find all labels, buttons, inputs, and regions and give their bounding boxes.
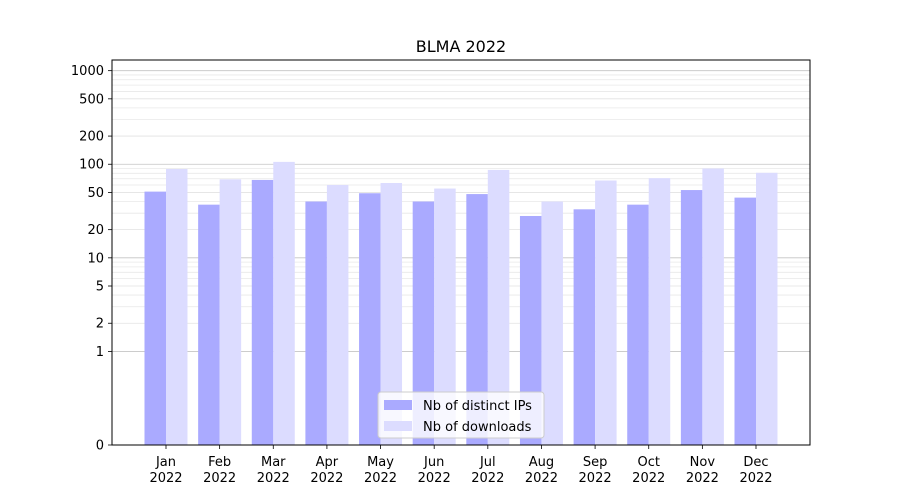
x-tick-label-month: Mar: [261, 455, 286, 470]
x-tick-label-month: Apr: [316, 455, 339, 470]
x-tick-label-month: Jul: [479, 455, 496, 470]
y-tick-label: 0: [96, 439, 104, 454]
bar-downloads: [595, 180, 617, 446]
bars: [144, 161, 778, 446]
y-tick-label: 1: [96, 345, 104, 360]
bar-distinct-ips: [251, 179, 274, 445]
x-axis: Jan2022Feb2022Mar2022Apr2022May2022Jun20…: [149, 445, 773, 486]
legend-swatch: [384, 421, 412, 431]
bar-distinct-ips: [144, 191, 166, 445]
chart-title: BLMA 2022: [416, 37, 506, 56]
x-tick-label-year: 2022: [632, 471, 665, 486]
legend-box: [377, 391, 545, 439]
x-tick-label-month: Aug: [529, 455, 554, 470]
bar-distinct-ips: [573, 209, 596, 445]
y-tick-label: 1000: [71, 64, 104, 79]
bar-downloads: [541, 201, 563, 445]
x-tick-label-month: Jan: [155, 455, 176, 470]
legend-label: Nb of distinct IPs: [423, 399, 532, 414]
bar-distinct-ips: [680, 190, 703, 445]
bar-downloads: [326, 185, 349, 445]
y-tick-label: 100: [79, 158, 104, 173]
bar-distinct-ips: [466, 194, 488, 445]
bar-downloads: [219, 179, 242, 445]
x-tick-label-year: 2022: [525, 471, 558, 486]
x-tick-label-month: May: [367, 455, 394, 470]
bar-distinct-ips: [198, 204, 220, 445]
x-tick-label-year: 2022: [739, 471, 772, 486]
bar-downloads: [380, 183, 403, 446]
x-tick-label-month: Nov: [690, 455, 716, 470]
x-tick-label-year: 2022: [310, 471, 343, 486]
y-tick-label: 20: [87, 223, 104, 238]
y-tick-label: 500: [79, 92, 104, 107]
bar-distinct-ips: [359, 193, 381, 445]
y-tick-label: 5: [96, 280, 104, 295]
x-tick-label-month: Jun: [423, 455, 444, 470]
bar-distinct-ips: [627, 204, 649, 445]
bar-distinct-ips: [412, 201, 435, 445]
x-tick-label-year: 2022: [418, 471, 451, 486]
x-tick-label-year: 2022: [149, 471, 182, 486]
bar-distinct-ips: [734, 197, 756, 445]
x-tick-label-year: 2022: [364, 471, 397, 486]
bar-downloads: [756, 172, 778, 445]
bar-distinct-ips: [519, 215, 542, 445]
y-tick-label: 200: [79, 130, 104, 145]
y-tick-label: 50: [87, 186, 104, 201]
plot-frame: [111, 59, 811, 446]
bar-downloads: [434, 188, 456, 445]
x-tick-label-month: Oct: [637, 455, 659, 470]
x-tick-label-year: 2022: [471, 471, 504, 486]
legend: Nb of distinct IPs Nb of downloads: [377, 391, 545, 439]
x-tick-label-year: 2022: [579, 471, 612, 486]
x-tick-label-year: 2022: [203, 471, 236, 486]
legend-swatch: [384, 400, 412, 410]
y-tick-label: 2: [96, 317, 104, 332]
bar-downloads: [702, 168, 724, 445]
x-tick-label-month: Sep: [583, 455, 608, 470]
bar-downloads: [166, 168, 188, 445]
bar-downloads: [648, 178, 671, 445]
y-axis: 0 1 2 5 10 20 50 100 200 500 1000: [71, 64, 112, 454]
x-tick-label-year: 2022: [257, 471, 290, 486]
x-tick-label-year: 2022: [686, 471, 719, 486]
y-tick-label: 10: [87, 251, 104, 266]
x-tick-label-month: Dec: [743, 455, 768, 470]
bar-downloads: [273, 161, 295, 445]
bar-downloads: [487, 169, 510, 445]
bar-distinct-ips: [305, 201, 327, 445]
x-tick-label-month: Feb: [208, 455, 231, 470]
legend-label: Nb of downloads: [423, 420, 532, 435]
